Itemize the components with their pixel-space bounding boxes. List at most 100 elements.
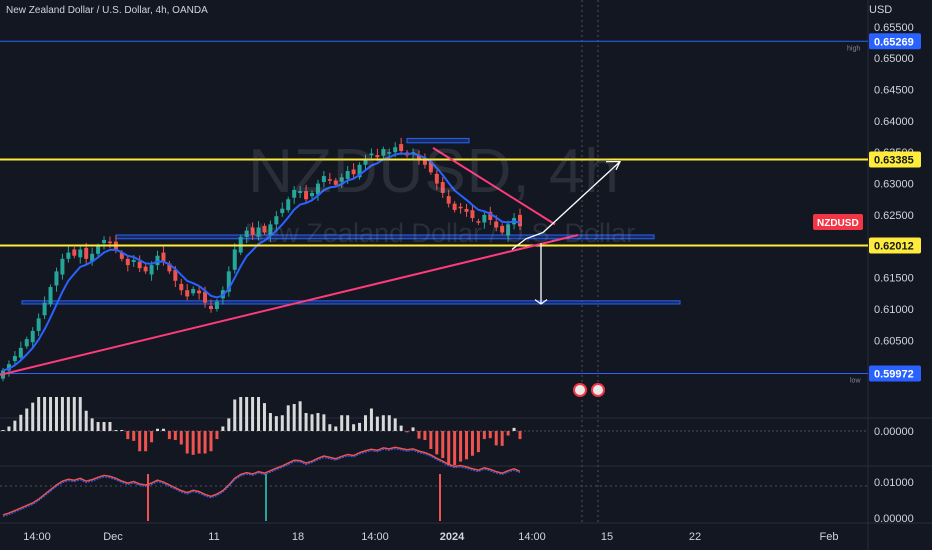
histogram-bar [411,427,415,431]
candle-body [256,227,261,237]
candle-body [36,318,41,331]
candle-body [208,305,213,310]
candle-body [304,191,309,200]
histogram-bar [500,431,504,446]
ema-line [2,152,521,372]
chart-title: New Zealand Dollar / U.S. Dollar, 4h, OA… [6,5,208,16]
low-price-badge: 0.59972 [874,368,914,380]
projection-down-arrowhead [534,299,548,305]
time-tick-label: 22 [689,531,701,543]
histogram-bar [470,431,474,456]
candle-body [422,159,427,165]
candle-body [440,182,445,193]
symbol-tag: NZDUSD [817,218,859,229]
candle-body [143,266,148,272]
histogram-bar [72,397,76,431]
histogram-bar [66,397,70,431]
histogram-bar [245,397,249,431]
candle-body [18,347,23,358]
oscillator-line [2,446,521,516]
candle-body [6,364,11,371]
candle-body [488,211,493,220]
histogram-bar [102,422,106,431]
candle-body [375,155,380,158]
lower-level-badge-bg [869,237,921,254]
histogram-bar [150,431,154,443]
volume-tick-label: 0.00000 [874,426,914,438]
projection-up-arrowhead [606,160,622,171]
histogram-bar [363,415,367,431]
candle-body [476,221,481,223]
ascending-trendline [0,234,579,376]
candle-body [500,225,505,233]
histogram-bar [185,431,189,454]
histogram-bar [1,430,5,431]
histogram-bar [488,431,492,439]
price-tick-label: 0.62500 [874,210,914,222]
candle-body [131,260,136,262]
histogram-bar [482,431,486,440]
upper-level-badge: 0.63385 [874,154,914,166]
histogram-bar [369,408,373,431]
candle-body [226,271,231,292]
candle-body [149,265,154,275]
low-label: low [850,377,861,384]
histogram-bar [423,431,427,440]
price-tick-label: 0.61000 [874,304,914,316]
time-tick-label: 11 [208,531,219,543]
histogram-bar [203,431,207,454]
candle-body [42,302,47,316]
histogram-bar [84,410,88,431]
histogram-bar [334,426,338,431]
candle-body [351,169,356,175]
candle-body [191,288,196,294]
candle-body [78,249,83,258]
histogram-bar [465,431,469,460]
candle-body [250,227,255,236]
histogram-bar [328,424,332,431]
histogram-bar [352,424,356,431]
candle-body [339,177,344,182]
histogram-bar [197,431,201,454]
high-price-badge-bg [869,33,921,50]
candle-body [268,224,273,236]
histogram-bar [120,430,124,431]
candle-body [72,249,77,256]
histogram-bar [417,431,421,439]
histogram-bar [304,413,308,431]
currency-label[interactable]: USD [869,4,893,16]
candle-body [102,240,107,244]
histogram-bar [221,426,225,431]
candle-body [327,179,332,181]
histogram-bar [215,431,219,440]
histogram-bar [435,431,439,455]
histogram-bar [114,430,118,431]
price-tick-label: 0.63000 [874,179,914,191]
candle-body [333,180,338,185]
histogram-bar [375,416,379,431]
histogram-bar [494,431,498,446]
candle-body [280,208,285,214]
histogram-bar [268,413,272,431]
candle-body [107,241,112,244]
oscillator-tick-label: 0.01000 [874,477,914,489]
histogram-bar [298,401,302,431]
time-tick-label: Dec [103,531,123,543]
histogram-bar [399,425,403,431]
histogram-bar [25,408,29,431]
histogram-bar [459,431,463,462]
candle-body [125,258,130,266]
histogram-bar [138,431,142,452]
candle-body [452,203,457,210]
support-zone [406,137,470,144]
histogram-bar [37,397,41,431]
candle-body [60,258,65,275]
histogram-bar [173,431,177,440]
histogram-bar [453,431,457,465]
time-tick-label: 14:00 [23,531,51,543]
candle-body [286,199,291,211]
histogram-bar [167,431,171,440]
histogram-bar [233,399,237,431]
candle-body [90,253,95,262]
